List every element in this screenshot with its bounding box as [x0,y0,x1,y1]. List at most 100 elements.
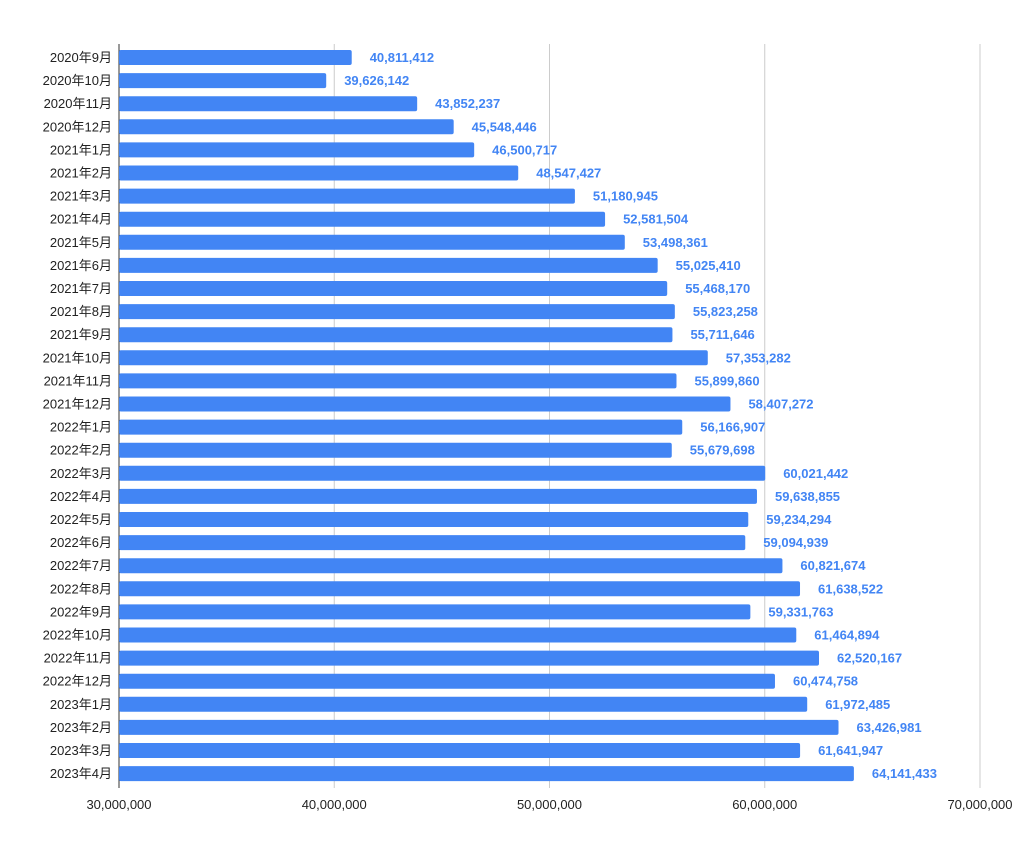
category-label: 2021年1月 [50,142,112,157]
data-label: 58,407,272 [748,397,813,412]
data-label: 55,899,860 [694,373,759,388]
data-label: 60,021,442 [783,466,848,481]
bar [119,396,731,412]
data-label: 59,234,294 [766,512,832,527]
category-label: 2022年1月 [50,420,112,435]
category-label: 2023年1月 [50,697,112,712]
bars [119,50,854,782]
bar [119,558,783,574]
bar [119,211,606,227]
bar [119,650,819,666]
data-labels: 40,811,412 39,626,142 43,852,237 45,548,446… [344,50,937,781]
bar [119,50,352,65]
data-label: 55,468,170 [685,281,750,296]
category-label: 2021年6月 [50,258,112,273]
bar [119,442,672,458]
bar [119,327,673,343]
category-label: 2022年6月 [50,535,112,550]
category-label: 2022年11月 [44,651,112,666]
category-label: 2021年8月 [50,304,112,319]
category-label: 2021年12月 [43,397,112,412]
category-label: 2021年7月 [50,281,112,296]
category-label: 2023年4月 [50,766,112,781]
category-label: 2022年7月 [50,558,112,573]
bar [119,234,625,250]
data-label: 55,823,258 [693,304,758,319]
data-label: 40,811,412 [370,50,434,65]
bar [119,142,475,158]
data-label: 60,821,674 [800,558,866,573]
data-label: 61,641,947 [818,743,883,758]
bar [119,257,658,273]
bar [119,535,746,551]
bar [119,188,575,204]
category-labels: 2020年9月 2020年10月 2020年11月 2020年12月 2021年1月 20… [43,50,112,781]
category-label: 2022年3月 [50,466,112,481]
data-label: 59,638,855 [775,489,840,504]
data-label: 63,426,981 [857,720,922,735]
data-label: 61,464,894 [814,628,880,643]
bar [119,119,454,135]
bar [119,488,757,504]
category-label: 2022年10月 [43,628,112,643]
data-label: 52,581,504 [623,212,689,227]
bar [119,419,683,435]
bar [119,719,839,735]
data-label: 61,972,485 [825,697,890,712]
data-label: 53,498,361 [643,235,708,250]
x-tick-label: 40,000,000 [302,797,367,812]
x-tick-label: 30,000,000 [86,797,151,812]
category-label: 2021年2月 [50,166,112,181]
data-label: 48,547,427 [536,166,601,181]
data-label: 55,679,698 [690,443,755,458]
data-label: 51,180,945 [593,189,658,204]
data-label: 59,094,939 [763,535,828,550]
data-label: 61,638,522 [818,581,883,596]
data-label: 60,474,758 [793,674,858,689]
x-tick-label: 60,000,000 [732,797,797,812]
bar [119,281,668,296]
category-label: 2021年9月 [50,327,112,342]
data-label: 59,331,763 [768,604,833,619]
category-label: 2023年2月 [50,720,112,735]
category-label: 2021年5月 [50,235,112,250]
data-label: 55,025,410 [676,258,741,273]
data-label: 55,711,646 [690,327,754,342]
category-label: 2020年10月 [43,73,112,88]
bar [119,512,749,527]
category-label: 2021年11月 [44,373,112,388]
category-label: 2021年3月 [50,189,112,204]
bar [119,581,801,597]
bar [119,304,675,320]
bar [119,96,418,112]
bar [119,73,327,89]
data-label: 43,852,237 [435,96,500,111]
category-label: 2022年12月 [43,674,112,689]
data-label: 57,353,282 [726,350,791,365]
category-label: 2020年12月 [43,119,112,134]
bar [119,696,808,712]
category-label: 2022年4月 [50,489,112,504]
bar [119,373,677,389]
bar [119,165,519,181]
category-label: 2021年4月 [50,212,112,227]
category-label: 2021年10月 [43,350,112,365]
x-tick-label: 70,000,000 [947,797,1012,812]
bar [119,743,801,758]
bar [119,465,766,481]
bar [119,350,708,366]
bar [119,766,854,782]
data-label: 39,626,142 [344,73,409,88]
data-label: 56,166,907 [700,420,765,435]
bar [119,673,775,689]
x-axis-ticks: 30,000,000 40,000,000 50,000,000 60,000,000… [86,797,1012,812]
bar [119,627,797,643]
category-label: 2020年11月 [44,96,112,111]
x-tick-label: 50,000,000 [517,797,582,812]
category-label: 2020年9月 [50,50,112,65]
bar [119,604,751,620]
data-label: 62,520,167 [837,651,902,666]
data-label: 46,500,717 [492,142,557,157]
data-label: 45,548,446 [472,119,537,134]
